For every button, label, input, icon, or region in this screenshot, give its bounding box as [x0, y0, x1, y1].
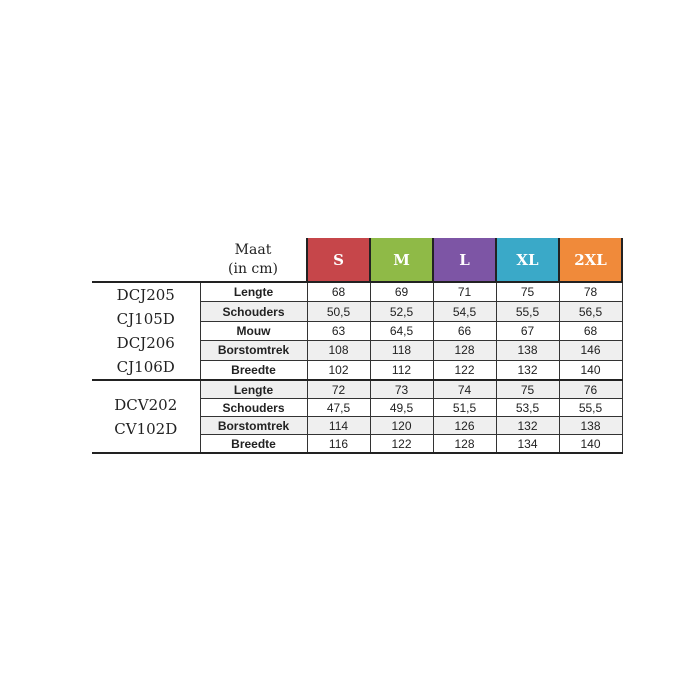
measurement-value: 68 — [306, 281, 371, 303]
table-row: Breedte 116 122 128 134 140 — [92, 434, 623, 454]
measurement-value: 51,5 — [432, 398, 497, 417]
table-row: Borstomtrek 114 120 126 132 138 — [92, 416, 623, 435]
model-code: CJ105D — [116, 310, 175, 328]
measurement-value: 138 — [558, 416, 623, 435]
measurement-value: 55,5 — [558, 398, 623, 417]
measurement-value: 116 — [306, 434, 371, 454]
size-header-xl: XL — [495, 238, 560, 282]
model-code: DCJ205 — [116, 286, 175, 304]
measurement-value: 132 — [495, 416, 560, 435]
measurement-value: 122 — [369, 434, 434, 454]
header-row: Maat (in cm) S M L XL 2XL — [92, 238, 623, 282]
measurement-value: 118 — [369, 340, 434, 361]
measurement-value: 67 — [495, 320, 560, 342]
model-code: DCJ206 — [116, 334, 175, 352]
unit-label: (in cm) — [228, 261, 278, 277]
measurement-value: 112 — [369, 359, 434, 381]
measurement-label: Breedte — [199, 359, 308, 381]
measurement-value: 120 — [369, 416, 434, 435]
measurement-value: 55,5 — [495, 301, 560, 322]
model-codes: DCV202 CV102D — [92, 380, 200, 453]
table-row: Schouders 50,5 52,5 54,5 55,5 56,5 — [92, 301, 623, 322]
measurement-value: 146 — [558, 340, 623, 361]
measurement-value: 128 — [432, 434, 497, 454]
measurement-value: 102 — [306, 359, 371, 381]
size-header-m: M — [369, 238, 434, 282]
measurement-label: Mouw — [199, 320, 308, 342]
measurement-value: 49,5 — [369, 398, 434, 417]
size-header-s: S — [306, 238, 371, 282]
model-code: DCV202 — [114, 395, 178, 414]
measurement-value: 74 — [432, 379, 497, 399]
measurement-value: 126 — [432, 416, 497, 435]
measurement-value: 140 — [558, 434, 623, 454]
measurement-value: 122 — [432, 359, 497, 381]
model-code: CJ106D — [116, 358, 175, 376]
measurement-value: 63 — [306, 320, 371, 342]
measurement-label: Borstomtrek — [199, 340, 308, 361]
size-chart-table: Maat (in cm) S M L XL 2XL DCJ205 CJ105D DC… — [92, 238, 623, 454]
model-codes: DCJ205 CJ105D DCJ206 CJ106D — [92, 282, 200, 380]
measurement-value: 52,5 — [369, 301, 434, 322]
measurement-value: 71 — [432, 281, 497, 303]
table-row: Breedte 102 112 122 132 140 — [92, 359, 623, 381]
measurement-value: 76 — [558, 379, 623, 399]
measurement-value: 56,5 — [558, 301, 623, 322]
measurement-label: Schouders — [199, 398, 308, 417]
measurement-value: 66 — [432, 320, 497, 342]
measurement-label: Schouders — [199, 301, 308, 322]
maat-label: Maat — [234, 242, 272, 258]
measurement-value: 75 — [495, 379, 560, 399]
measurement-value: 68 — [558, 320, 623, 342]
size-header-2xl: 2XL — [558, 238, 623, 282]
measurement-value: 140 — [558, 359, 623, 381]
measurement-label: Lengte — [199, 379, 308, 399]
measurement-value: 78 — [558, 281, 623, 303]
measurement-value: 53,5 — [495, 398, 560, 417]
size-header-l: L — [432, 238, 497, 282]
measurement-value: 72 — [306, 379, 371, 399]
measurement-value: 50,5 — [306, 301, 371, 322]
model-code: CV102D — [114, 419, 178, 438]
measurement-value: 128 — [432, 340, 497, 361]
table-row: Borstomtrek 108 118 128 138 146 — [92, 340, 623, 361]
measurement-label: Lengte — [199, 281, 308, 303]
measurement-value: 134 — [495, 434, 560, 454]
header-blank — [92, 238, 200, 282]
measurement-value: 114 — [306, 416, 371, 435]
measurement-value: 69 — [369, 281, 434, 303]
maat-header: Maat (in cm) — [200, 238, 307, 282]
measurement-value: 138 — [495, 340, 560, 361]
measurement-value: 108 — [306, 340, 371, 361]
measurement-value: 132 — [495, 359, 560, 381]
measurement-value: 73 — [369, 379, 434, 399]
measurement-value: 54,5 — [432, 301, 497, 322]
table-row: DCJ205 CJ105D DCJ206 CJ106D Lengte 68 69 71 75 78 — [92, 281, 623, 376]
measurement-label: Borstomtrek — [199, 416, 308, 435]
table-row: DCV202 CV102D Lengte 72 73 74 75 76 — [92, 379, 623, 438]
measurement-value: 64,5 — [369, 320, 434, 342]
measurement-label: Breedte — [199, 434, 308, 454]
measurement-value: 47,5 — [306, 398, 371, 417]
measurement-value: 75 — [495, 281, 560, 303]
